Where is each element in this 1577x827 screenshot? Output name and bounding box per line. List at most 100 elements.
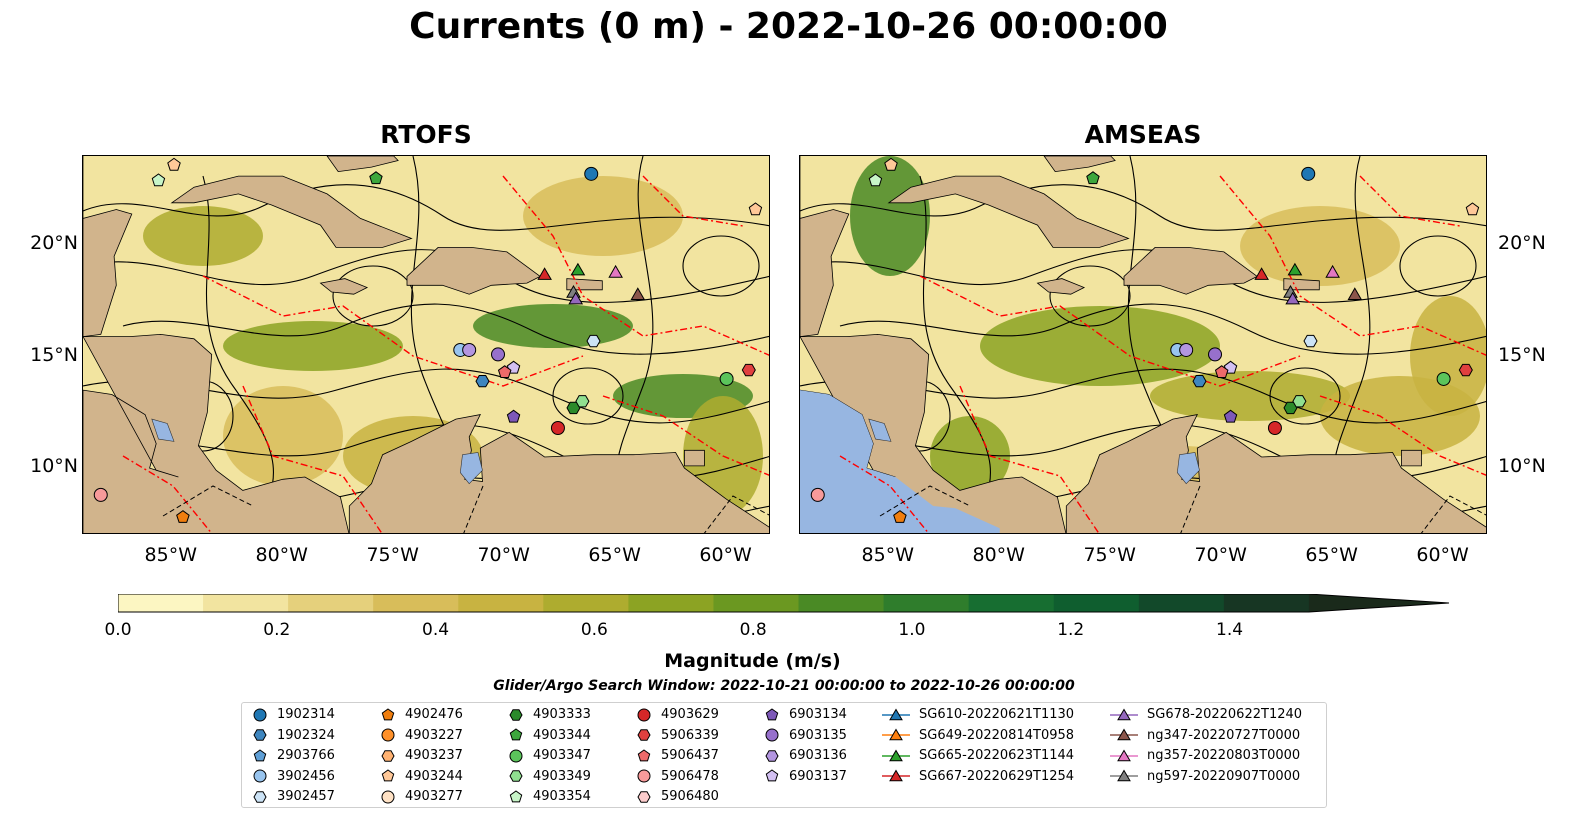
legend-marker-hexagon (765, 749, 779, 762)
current-magnitude-patch (980, 306, 1220, 386)
sg667-glider-marker (537, 267, 552, 280)
colorbar-tick-label: 1.0 (898, 620, 926, 640)
rtofs-map-canvas (83, 156, 769, 533)
lat-tick-label-left: 20°N (30, 232, 78, 255)
float-4903629-marker (1267, 420, 1282, 435)
float-4903349-marker (575, 395, 590, 408)
legend-marker-pentagon (253, 748, 267, 761)
lake-nicaragua (868, 418, 892, 442)
legend-symbol (1110, 708, 1138, 720)
cuba-land (170, 175, 413, 248)
main-title: Currents (0 m) - 2022-10-26 00:00:00 (409, 6, 1168, 47)
legend-marker-circle (381, 728, 395, 742)
puerto-rico-land (566, 278, 603, 291)
current-streamline (83, 184, 769, 231)
legend-entry: 5906437 (636, 746, 719, 765)
legend-label: SG649-20220814T0958 (919, 727, 1075, 743)
legend-symbol (509, 789, 523, 802)
lake-nicaragua (151, 418, 175, 442)
legend-marker-triangle (1117, 749, 1131, 761)
current-streamline (1399, 235, 1477, 297)
legend-label: ng357-20220803T0000 (1147, 748, 1301, 763)
float-4903344-marker (1086, 171, 1100, 185)
legend-label: 5906437 (661, 748, 719, 763)
legend-entry: 4903244 (380, 767, 463, 786)
legend-marker-hexagon (253, 790, 267, 803)
legend-marker-circle (765, 728, 779, 742)
current-streamline (332, 265, 414, 327)
legend-entry: SG678-20220622T1240 (1110, 705, 1302, 724)
legend-marker-pentagon (509, 728, 523, 741)
legend-entry: 3902457 (252, 787, 335, 806)
current-streamline (839, 303, 1486, 355)
eez-boundary (959, 385, 1100, 533)
colorbar-segment (968, 594, 1055, 612)
float-6903134-marker (1223, 409, 1238, 423)
colorbar-segment (628, 594, 714, 612)
legend-marker-triangle (889, 769, 903, 782)
lon-tick-label: 60°W (1416, 544, 1469, 566)
legend-symbol (637, 790, 651, 803)
float-1902314-marker (584, 166, 599, 181)
float-5906437-marker (497, 365, 512, 378)
legend-marker-hexagon (509, 708, 523, 721)
eez-boundary (602, 395, 769, 476)
lat-tick-label-left: 15°N (30, 343, 78, 366)
colorbar-segment (203, 594, 289, 612)
colorbar-segment (713, 594, 800, 612)
legend-label: 4903227 (405, 727, 463, 743)
lon-tick-label: 70°W (1194, 544, 1247, 566)
legend-entry: 4903277 (380, 787, 463, 806)
legend-marker-circle (637, 708, 651, 721)
legend-marker-pentagon (509, 789, 523, 802)
current-magnitude-patch (1410, 296, 1486, 416)
float-4903347-marker (1436, 371, 1451, 386)
sg667-glider-marker (1254, 267, 1269, 280)
amseas-panel-title: AMSEAS (1084, 120, 1202, 149)
eez-boundary (202, 275, 584, 387)
legend-label: 3902457 (277, 789, 335, 804)
lon-tick-label: 80°W (972, 544, 1025, 566)
magnitude-colorbar (117, 593, 1458, 622)
legend-label: 4903333 (533, 707, 591, 722)
legend-entry: 4903349 (508, 767, 591, 786)
legend-marker-triangle (1117, 728, 1131, 741)
current-streamline (122, 303, 769, 355)
float-4903347-marker (719, 371, 734, 386)
legend-symbol (253, 769, 267, 783)
float-5906478-marker (810, 487, 825, 502)
lon-tick-label: 65°W (1305, 544, 1358, 566)
jamaica-land (319, 278, 369, 295)
colorbar-segment (883, 594, 970, 612)
eez-boundary (242, 385, 383, 533)
legend-symbol (765, 769, 779, 782)
float-3902457-marker (1303, 334, 1318, 348)
current-magnitude-patch (523, 176, 683, 256)
legend-label: 6903134 (789, 707, 847, 722)
legend-symbol (882, 749, 910, 761)
float-4902476-marker (176, 510, 190, 523)
legend-marker-hexagon (637, 729, 651, 741)
legend-label: 4903347 (533, 748, 591, 763)
ng357-glider-marker (1325, 264, 1340, 278)
float-1902324-marker (1192, 375, 1207, 388)
legend-label: 3902456 (277, 768, 335, 784)
float-3902457-marker (586, 334, 601, 348)
float-5906339-marker (741, 363, 756, 377)
float-4903237-marker (884, 157, 898, 171)
float-4903237-marker (167, 157, 181, 171)
legend-label: 5906339 (661, 727, 719, 743)
eez-boundary (1359, 175, 1461, 227)
legend-entry: ng597-20220907T0000 (1110, 767, 1300, 786)
legend-label: 1902324 (277, 727, 335, 743)
float-4903344-marker (369, 171, 383, 185)
ng347-glider-marker (630, 287, 646, 300)
legend-label: 6903137 (789, 768, 847, 784)
colorbar-tick-label: 0.4 (422, 620, 450, 640)
yucatan-land (83, 156, 133, 338)
amseas-current-map (799, 155, 1487, 534)
lat-tick-label-right: 10°N (1498, 455, 1546, 478)
legend-label: 4903277 (405, 789, 463, 804)
legend-symbol (637, 748, 651, 761)
legend-entry: 5906339 (636, 726, 719, 745)
